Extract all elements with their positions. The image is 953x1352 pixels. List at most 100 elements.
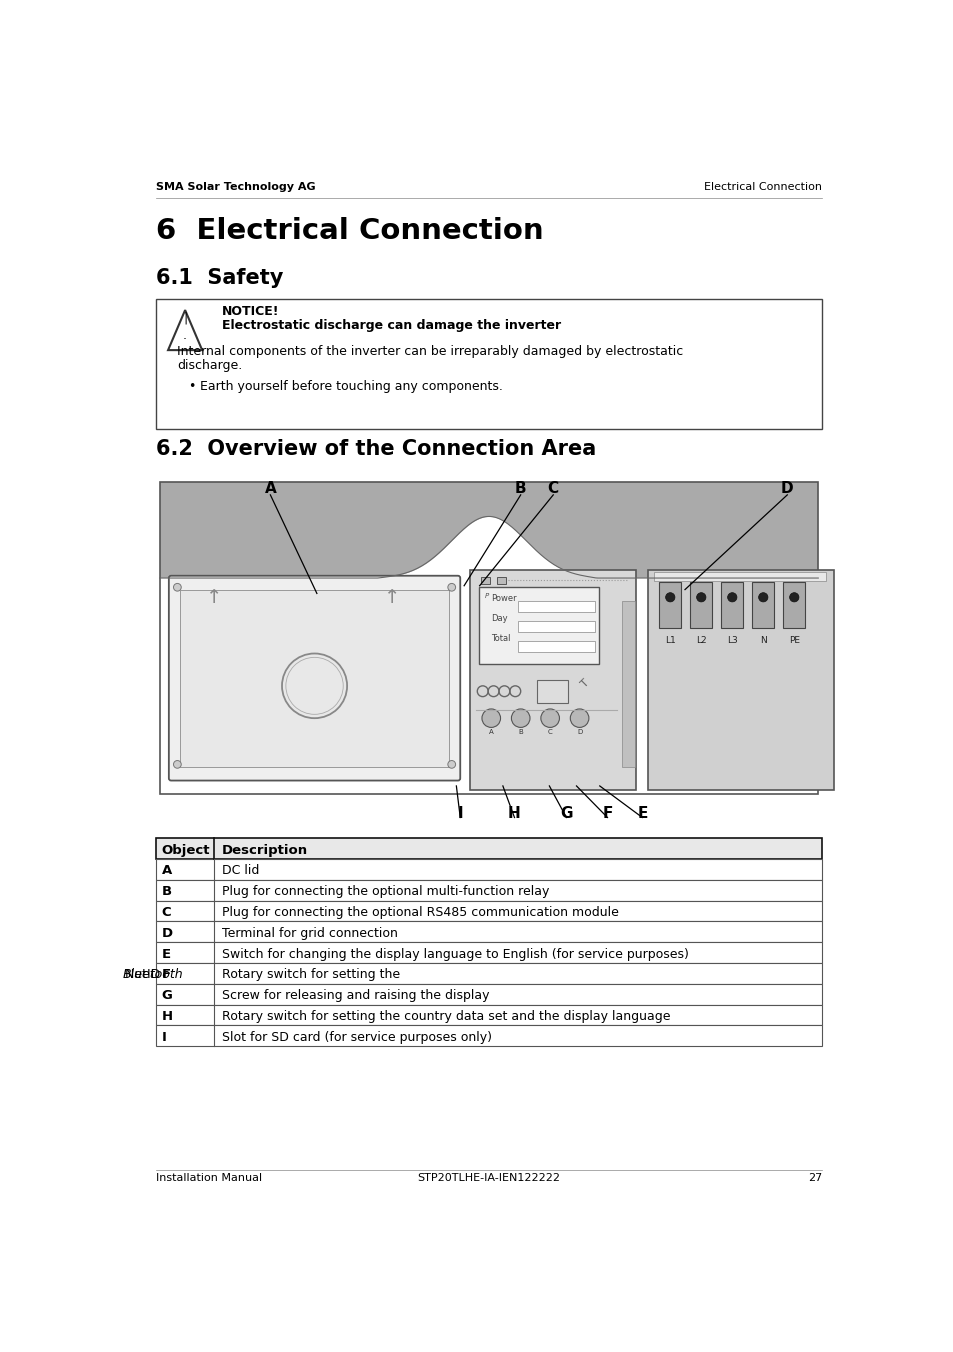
Text: 6.2  Overview of the Connection Area: 6.2 Overview of the Connection Area — [155, 439, 596, 458]
FancyBboxPatch shape — [517, 621, 595, 631]
Circle shape — [540, 708, 558, 727]
FancyBboxPatch shape — [782, 581, 804, 629]
FancyBboxPatch shape — [621, 602, 634, 767]
Text: STP20TLHE-IA-IEN122222: STP20TLHE-IA-IEN122222 — [417, 1174, 559, 1183]
FancyBboxPatch shape — [517, 602, 595, 612]
Text: Terminal for grid connection: Terminal for grid connection — [221, 927, 397, 940]
Text: B: B — [515, 481, 526, 496]
Text: D: D — [577, 729, 581, 734]
Text: 27: 27 — [807, 1174, 821, 1183]
Text: N: N — [760, 637, 766, 645]
Text: H: H — [508, 806, 520, 821]
Text: Earth yourself before touching any components.: Earth yourself before touching any compo… — [199, 380, 502, 393]
FancyBboxPatch shape — [155, 1025, 821, 1046]
Text: F: F — [162, 968, 171, 982]
Text: E: E — [162, 948, 171, 961]
Text: Electrostatic discharge can damage the inverter: Electrostatic discharge can damage the i… — [221, 319, 560, 331]
Text: Electrical Connection: Electrical Connection — [703, 183, 821, 192]
FancyBboxPatch shape — [647, 571, 833, 790]
Text: C: C — [547, 481, 558, 496]
Text: A: A — [488, 729, 493, 734]
Text: ↑: ↑ — [383, 588, 400, 607]
Circle shape — [789, 592, 798, 602]
Text: Object: Object — [162, 844, 211, 857]
FancyBboxPatch shape — [517, 641, 595, 652]
Text: I: I — [162, 1030, 167, 1044]
Text: Rotary switch for setting the country data set and the display language: Rotary switch for setting the country da… — [221, 1010, 669, 1023]
Circle shape — [758, 592, 767, 602]
Text: DC lid: DC lid — [221, 864, 258, 877]
FancyBboxPatch shape — [752, 581, 773, 629]
Text: NetID: NetID — [120, 968, 160, 982]
Circle shape — [727, 592, 736, 602]
FancyBboxPatch shape — [480, 576, 490, 584]
FancyBboxPatch shape — [537, 680, 567, 703]
Text: I: I — [456, 806, 462, 821]
FancyBboxPatch shape — [155, 838, 821, 859]
Text: Rotary switch for setting the: Rotary switch for setting the — [221, 968, 403, 982]
Text: Installation Manual: Installation Manual — [155, 1174, 261, 1183]
FancyBboxPatch shape — [155, 900, 821, 922]
Text: E: E — [637, 806, 647, 821]
Text: D: D — [162, 927, 172, 940]
Text: Description: Description — [221, 844, 308, 857]
Text: ↑: ↑ — [206, 588, 222, 607]
Text: Power: Power — [491, 594, 517, 603]
FancyBboxPatch shape — [469, 571, 636, 790]
Text: C: C — [162, 906, 172, 919]
FancyBboxPatch shape — [659, 581, 680, 629]
Text: Day: Day — [491, 614, 507, 623]
Circle shape — [696, 592, 705, 602]
Text: F: F — [601, 806, 612, 821]
Text: 6  Electrical Connection: 6 Electrical Connection — [155, 218, 542, 245]
FancyBboxPatch shape — [497, 576, 505, 584]
FancyBboxPatch shape — [478, 587, 598, 664]
Circle shape — [481, 708, 500, 727]
FancyBboxPatch shape — [155, 984, 821, 1005]
Text: discharge.: discharge. — [177, 358, 242, 372]
FancyBboxPatch shape — [155, 963, 821, 984]
FancyBboxPatch shape — [155, 1005, 821, 1025]
Text: L2: L2 — [696, 637, 706, 645]
Text: Plug for connecting the optional RS485 communication module: Plug for connecting the optional RS485 c… — [221, 906, 618, 919]
Text: L3: L3 — [726, 637, 737, 645]
Text: SMA Solar Technology AG: SMA Solar Technology AG — [155, 183, 315, 192]
FancyBboxPatch shape — [155, 859, 821, 880]
Text: C: C — [547, 729, 552, 734]
Circle shape — [447, 584, 456, 591]
Text: D: D — [781, 481, 793, 496]
FancyBboxPatch shape — [155, 922, 821, 942]
FancyBboxPatch shape — [155, 942, 821, 963]
Text: B: B — [517, 729, 522, 734]
Text: A: A — [162, 864, 172, 877]
Text: L1: L1 — [664, 637, 675, 645]
Circle shape — [173, 584, 181, 591]
Text: Internal components of the inverter can be irreparably damaged by electrostatic: Internal components of the inverter can … — [177, 345, 683, 358]
Text: P: P — [484, 594, 489, 599]
FancyBboxPatch shape — [155, 299, 821, 429]
FancyBboxPatch shape — [720, 581, 742, 629]
FancyBboxPatch shape — [654, 572, 825, 581]
Text: Switch for changing the display language to English (for service purposes): Switch for changing the display language… — [221, 948, 688, 961]
Text: H: H — [162, 1010, 172, 1023]
Text: •: • — [188, 380, 195, 393]
Text: Total: Total — [491, 634, 510, 644]
Text: G: G — [559, 806, 572, 821]
Circle shape — [665, 592, 674, 602]
Text: Plug for connecting the optional multi-function relay: Plug for connecting the optional multi-f… — [221, 886, 548, 898]
Circle shape — [511, 708, 530, 727]
Text: PE: PE — [788, 637, 799, 645]
FancyBboxPatch shape — [155, 880, 821, 900]
Text: Screw for releasing and raising the display: Screw for releasing and raising the disp… — [221, 990, 489, 1002]
FancyBboxPatch shape — [169, 576, 459, 780]
Text: T: T — [579, 677, 591, 690]
Text: 6.1  Safety: 6.1 Safety — [155, 268, 283, 288]
Text: A: A — [264, 481, 276, 496]
Text: G: G — [162, 990, 172, 1002]
Text: NOTICE!: NOTICE! — [221, 304, 279, 318]
FancyBboxPatch shape — [690, 581, 711, 629]
Circle shape — [447, 761, 456, 768]
Text: |: | — [183, 311, 187, 324]
Text: Slot for SD card (for service purposes only): Slot for SD card (for service purposes o… — [221, 1030, 491, 1044]
Text: Bluetooth: Bluetooth — [122, 968, 183, 982]
